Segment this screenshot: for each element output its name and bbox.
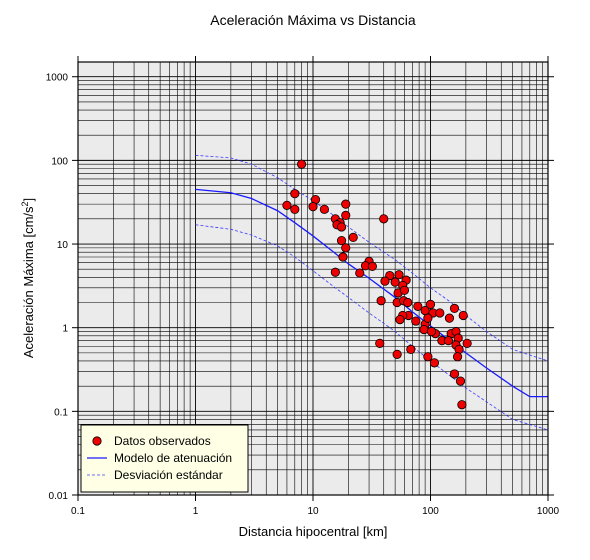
- data-point: [426, 326, 437, 337]
- data-point: [452, 352, 463, 362]
- data-point: [444, 313, 455, 323]
- data-point: [380, 276, 390, 286]
- data-point: [336, 222, 347, 232]
- data-point: [429, 358, 440, 368]
- data-point: [413, 301, 423, 311]
- data-point: [319, 204, 329, 214]
- series-lines: [195, 154, 549, 431]
- data-point: [423, 313, 433, 323]
- data-point: [390, 277, 400, 287]
- data-point: [443, 336, 453, 346]
- y-axis-label-suffix: ]: [21, 198, 36, 202]
- data-points: [282, 159, 472, 410]
- data-point: [392, 349, 402, 359]
- data-point: [425, 299, 436, 309]
- data-point: [341, 210, 351, 220]
- y-axis-label-main: Aceleración Máxima [cm/s: [21, 206, 36, 358]
- data-point: [341, 199, 351, 209]
- x-tick-label: 0.1: [71, 506, 85, 517]
- grid: [77, 62, 548, 496]
- chart-title: Aceleración Máxima vs Distancia: [210, 12, 416, 28]
- data-point: [336, 235, 347, 246]
- data-point: [423, 352, 433, 362]
- data-point: [395, 314, 405, 325]
- y-tick-label: 10: [57, 240, 69, 251]
- data-point: [411, 316, 421, 326]
- data-point: [375, 338, 385, 348]
- data-point: [457, 400, 467, 410]
- data-point: [462, 338, 472, 348]
- data-point: [420, 306, 430, 316]
- legend-marker-points: [92, 436, 102, 446]
- legend-entry-label: Datos observados: [114, 434, 211, 448]
- data-point: [449, 303, 460, 314]
- data-point: [379, 214, 389, 224]
- y-tick-label: 100: [51, 156, 68, 167]
- data-point: [399, 285, 410, 295]
- data-point: [367, 261, 377, 272]
- data-point: [458, 310, 468, 321]
- legend: Datos observados Modelo de atenuación Desv…: [80, 424, 249, 493]
- y-tick-label: 1000: [46, 73, 69, 84]
- y-tick-label: 0.01: [49, 491, 69, 502]
- data-point: [435, 308, 445, 318]
- y-axis-label-superscript: 2: [20, 201, 30, 206]
- x-tick-label: 10: [307, 506, 319, 517]
- data-point: [290, 204, 300, 214]
- legend-entry-label: Modelo de atenuación: [114, 451, 232, 465]
- data-point: [406, 344, 416, 355]
- data-point: [297, 159, 307, 169]
- legend-box: [80, 424, 249, 493]
- data-point: [330, 267, 340, 277]
- data-point: [394, 270, 404, 280]
- y-tick-label: 1: [62, 324, 68, 335]
- y-axis-label: Aceleración Máxima [cm/s2]: [20, 198, 36, 358]
- data-point: [355, 268, 365, 278]
- data-point: [348, 232, 358, 243]
- data-point: [282, 200, 292, 210]
- data-point: [308, 202, 318, 212]
- data-point: [341, 243, 351, 253]
- data-point: [290, 189, 300, 199]
- legend-entry-label: Desviación estándar: [114, 468, 223, 482]
- data-point: [455, 376, 466, 386]
- data-point: [403, 297, 413, 308]
- data-point: [338, 252, 348, 262]
- std-deviation-line: [195, 154, 549, 362]
- x-tick-label: 100: [422, 506, 439, 517]
- x-axis-label: Distancia hipocentral [km]: [239, 524, 388, 539]
- x-tick-label: 1000: [537, 506, 560, 517]
- data-point: [449, 369, 460, 379]
- y-tick-label: 0.1: [54, 407, 68, 418]
- data-point: [419, 324, 429, 335]
- x-tick-label: 1: [193, 506, 199, 517]
- data-point: [376, 296, 386, 306]
- std-deviation-line: [195, 224, 549, 431]
- attenuation-model-line: [195, 188, 548, 398]
